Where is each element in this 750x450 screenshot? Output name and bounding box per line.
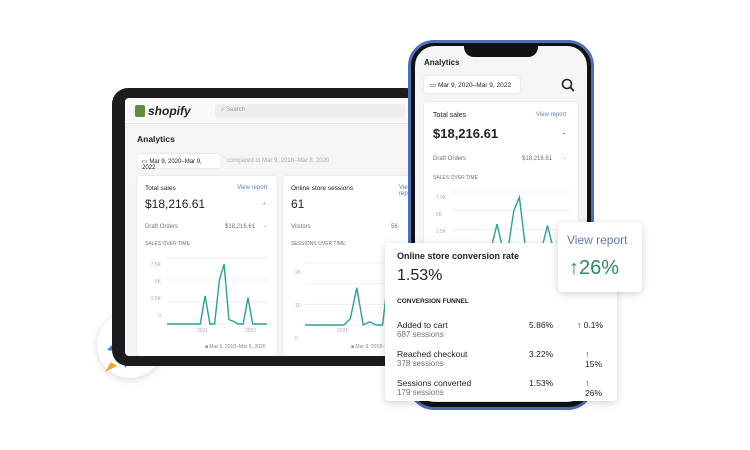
sales-series-line xyxy=(167,264,267,325)
visitors-label: Visitors xyxy=(291,224,311,230)
sales-change: - xyxy=(563,129,566,138)
page-title: Analytics xyxy=(424,58,460,67)
y-tick: 7.5K xyxy=(436,195,447,201)
legend-label: Mar 9, 2018–Mar 8, 2020 xyxy=(355,344,412,350)
draft-orders-label: Draft Orders xyxy=(433,156,467,162)
phone-notch xyxy=(464,43,538,57)
sales-line-chart xyxy=(167,257,267,325)
row-rate: 3.22% xyxy=(529,349,554,359)
x-tick: 2021 xyxy=(337,328,349,334)
y-axis: 7.5K 5K 2.5K xyxy=(436,190,446,241)
y-tick: 20 xyxy=(295,270,301,276)
card-title: Online store sessions xyxy=(291,185,354,192)
row-change: ↑ 15% xyxy=(585,349,603,369)
card-title: Total sales xyxy=(433,112,467,119)
shopify-logo: shopify xyxy=(135,104,191,118)
search-icon[interactable] xyxy=(561,78,575,92)
row-sessions: 378 sessions xyxy=(397,359,444,368)
search-placeholder: Search xyxy=(226,107,246,113)
funnel-row: Reached checkout 378 sessions 3.22% ↑ 15% xyxy=(397,349,607,369)
phone-sales-line-chart xyxy=(452,191,570,249)
legend-label: Mar 9, 2018–Mar 8, 2020 xyxy=(209,344,266,350)
y-axis: 7.5K 5K 2.5K 0 xyxy=(149,257,161,325)
view-report-card: View report ↑26% xyxy=(558,222,642,292)
date-range: Mar 9, 2020–Mar 9, 2022 xyxy=(437,82,511,89)
row-rate: 1.53% xyxy=(529,378,554,388)
shopify-bag-icon xyxy=(135,105,145,117)
row-sessions: 179 sessions xyxy=(397,388,444,397)
y-tick: 5K xyxy=(436,212,443,218)
view-report-link[interactable]: View report xyxy=(567,233,628,247)
y-axis: 20 10 0 xyxy=(295,257,301,356)
sessions-value: 61 xyxy=(291,197,305,211)
chart-label: SALES OVER TIME xyxy=(145,241,190,247)
draft-orders-label: Draft Orders xyxy=(145,224,179,230)
date-range-button[interactable]: ▭ Mar 9, 2020–Mar 9, 2022 xyxy=(424,76,520,93)
row-label: Sessions converted xyxy=(397,378,472,388)
phone-sales-series-line xyxy=(452,194,570,249)
search-input[interactable]: ⌕ Search xyxy=(215,104,405,118)
draft-orders-value: $18,216.61 xyxy=(522,156,553,162)
legend: ■ Mar 9, 2018–Mar 8, 2020 xyxy=(351,344,412,350)
row-change: ↑ 26% xyxy=(585,378,603,398)
card-title: Total sales xyxy=(145,185,176,192)
date-range-button[interactable]: ▭ Mar 9, 2020–Mar 9, 2022 xyxy=(137,154,221,171)
legend: ■ Mar 9, 2018–Mar 8, 2020 xyxy=(205,344,266,350)
brand-name: shopify xyxy=(148,104,191,118)
visitors-value: 56 xyxy=(391,224,398,230)
tablet-screen: shopify ⌕ Search Analytics ▭ Mar 9, 2020… xyxy=(125,98,415,356)
y-tick: 0 xyxy=(158,313,161,319)
funnel-row: Added to cart 687 sessions 5.86% ↑ 0.1% xyxy=(397,320,607,339)
funnel-row: Sessions converted 179 sessions 1.53% ↑ 2… xyxy=(397,378,607,398)
view-report-link[interactable]: View report xyxy=(399,185,415,197)
sales-value: $18,216.61 xyxy=(145,197,206,211)
compared-text: compared to Mar 9, 2018–Mar 8, 2020 xyxy=(227,158,330,164)
view-report-link[interactable]: View report xyxy=(536,112,567,118)
draft-orders-change: - xyxy=(264,224,266,230)
y-tick: 2.5K xyxy=(436,229,447,235)
row-label: Reached checkout xyxy=(397,349,468,359)
sales-card: Total sales View report $18,216.61 - Dra… xyxy=(137,176,277,356)
y-tick: 7.5K xyxy=(150,262,161,268)
conversion-title: Online store conversion rate xyxy=(397,251,520,261)
draft-orders-change: - xyxy=(564,156,566,162)
y-tick: 0 xyxy=(295,336,298,342)
funnel-label: CONVERSION FUNNEL xyxy=(397,298,469,305)
conversion-value: 1.53% xyxy=(397,267,443,284)
chart-label: SALES OVER TIME xyxy=(433,175,478,181)
view-report-link[interactable]: View report xyxy=(237,185,268,191)
y-tick: 10 xyxy=(295,303,301,309)
x-tick: 2021 xyxy=(197,328,209,334)
chart-label: SESSIONS OVER TIME xyxy=(291,241,346,247)
row-label: Added to cart xyxy=(397,320,448,330)
x-tick: 2022 xyxy=(245,328,257,334)
draft-orders-value: $18,216.61 xyxy=(225,224,256,230)
y-tick: 5K xyxy=(154,279,161,285)
top-bar: shopify ⌕ Search xyxy=(125,98,415,124)
row-rate: 5.86% xyxy=(529,320,554,330)
sales-change: - xyxy=(263,199,266,208)
y-tick: 2.5K xyxy=(150,296,161,302)
page-title: Analytics xyxy=(137,134,175,144)
date-range: Mar 9, 2020–Mar 9, 2022 xyxy=(142,159,202,171)
sales-value: $18,216.61 xyxy=(433,126,499,141)
change-value: ↑26% xyxy=(569,257,620,279)
row-sessions: 687 sessions xyxy=(397,330,444,339)
row-change: ↑ 0.1% xyxy=(577,320,603,330)
